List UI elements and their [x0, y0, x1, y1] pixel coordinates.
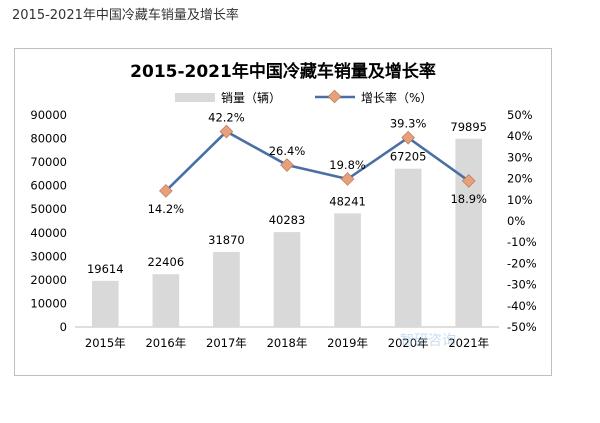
category-labels: 2015年 2016年 2017年 2018年 2019年 2020年 2021年: [85, 336, 489, 350]
line-marker: [280, 158, 294, 172]
y-left-tick-label: 0: [60, 320, 67, 334]
page-title: 2015-2021年中国冷藏车销量及增长率: [12, 8, 239, 23]
legend-swatch-marker: [327, 89, 342, 104]
y-left-tick-label: 80000: [30, 132, 67, 146]
y-right-tick-label: -20%: [507, 256, 537, 270]
bar: [91, 280, 119, 327]
x-tick-label: 2017年: [206, 336, 247, 350]
line-value-label: 42.2%: [208, 111, 245, 125]
bar-value-label: 48241: [329, 194, 366, 208]
watermark: 智研咨询: [400, 333, 456, 349]
x-tick-label: 2020年: [388, 336, 429, 350]
growth-line: [164, 129, 470, 192]
combo-chart: 2015-2021年中国冷藏车销量及增长率 销量（辆） 增长率（%） 0 1000…: [30, 61, 536, 350]
y-left-tick-label: 20000: [30, 273, 67, 287]
y-right-tick-label: 10%: [507, 193, 533, 207]
bar-value-label: 79895: [450, 120, 487, 134]
bar: [152, 274, 180, 327]
line-marker: [219, 124, 234, 139]
bar: [213, 251, 240, 327]
bar: [273, 232, 301, 327]
x-tick-label: 2018年: [267, 336, 308, 350]
y-right-tick-label: 50%: [507, 108, 533, 122]
y-right-tick-label: -30%: [507, 278, 537, 292]
line-value-label: 39.3%: [390, 117, 427, 131]
y-left-tick-label: 70000: [30, 155, 67, 169]
line-marker: [401, 130, 415, 145]
y-right-tick-label: -50%: [507, 320, 537, 334]
axes: 0 10000 20000 30000 40000 50000 60000 70000 8000…: [30, 108, 536, 334]
line-value-label: 18.9%: [450, 192, 487, 206]
legend-label-line: 增长率（%）: [361, 90, 432, 105]
bar-series: [91, 138, 483, 327]
y-right-tick-label: 30%: [507, 150, 533, 164]
y-right-tick-label: 40%: [507, 129, 533, 143]
y-right-tick-label: -40%: [507, 299, 537, 313]
line-marker: [159, 184, 173, 198]
x-tick-label: 2015年: [85, 336, 126, 350]
line-marker: [461, 174, 476, 188]
y-left-tick-label: 30000: [30, 249, 67, 263]
legend-label-bar: 销量（辆）: [221, 91, 281, 105]
bar-value-label: 22406: [148, 255, 185, 269]
line-value-label: 26.4%: [269, 144, 306, 158]
x-tick-label: 2021年: [448, 336, 489, 350]
bar: [455, 138, 483, 327]
bar-value-label: 40283: [269, 213, 306, 227]
line-value-label: 14.2%: [148, 202, 185, 216]
bar-value-label: 67205: [390, 150, 427, 164]
legend: 销量（辆） 增长率（%）: [175, 89, 432, 105]
y-left-tick-label: 10000: [30, 296, 67, 310]
line-value-label: 19.8%: [329, 158, 366, 172]
y-left-tick-label: 50000: [30, 202, 67, 216]
bar: [394, 168, 422, 327]
y-left-tick-label: 90000: [30, 108, 67, 122]
bar: [334, 213, 361, 327]
bar-value-label: 31870: [208, 233, 245, 247]
line-series: [159, 124, 476, 198]
y-left-tick-label: 40000: [30, 226, 67, 240]
chart-container: 2015-2021年中国冷藏车销量及增长率 销量（辆） 增长率（%） 0 1000…: [14, 48, 552, 376]
y-right-tick-label: 0%: [507, 214, 525, 228]
line-value-labels: 14.2% 42.2% 26.4% 19.8% 39.3% 18.9%: [148, 111, 487, 216]
x-tick-label: 2016年: [145, 336, 186, 350]
bar-value-label: 19614: [87, 262, 124, 276]
y-right-tick-label: -10%: [507, 235, 537, 249]
line-marker: [340, 172, 355, 186]
chart-title: 2015-2021年中国冷藏车销量及增长率: [130, 61, 436, 82]
bar-value-labels: 19614 22406 31870 40283 48241 67205 79895: [87, 120, 487, 276]
y-left-tick-label: 60000: [30, 179, 67, 193]
x-tick-label: 2019年: [327, 336, 368, 350]
legend-swatch-bar: [175, 93, 215, 102]
y-right-tick-label: 20%: [507, 172, 533, 186]
